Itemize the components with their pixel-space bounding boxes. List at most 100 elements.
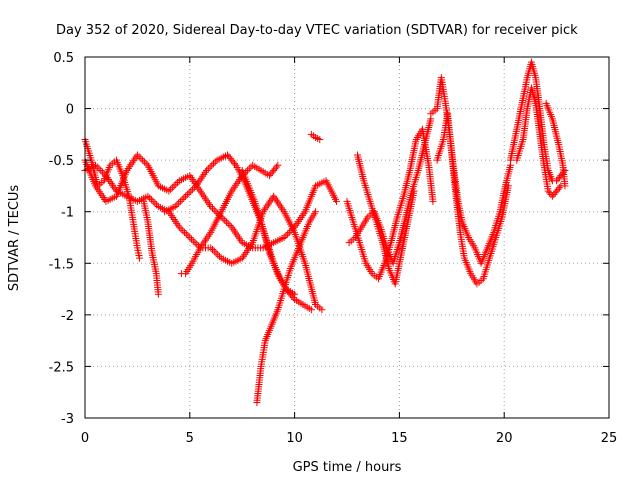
series-track-q <box>542 99 569 190</box>
data-point <box>272 163 280 171</box>
data-point <box>193 240 201 248</box>
data-point <box>212 249 220 257</box>
series-track-l <box>353 151 418 288</box>
data-point <box>153 201 161 209</box>
series-track-f <box>177 161 282 278</box>
data-point <box>175 199 183 207</box>
data-point <box>208 161 216 169</box>
data-point <box>318 306 326 314</box>
data-point <box>210 160 218 168</box>
data-point <box>142 160 150 168</box>
series-track-g <box>238 166 299 298</box>
series-track-d <box>140 197 162 298</box>
data-point <box>171 203 179 211</box>
data-point <box>312 208 320 216</box>
data-point <box>211 158 219 166</box>
data-point <box>97 166 105 174</box>
data-point <box>182 230 190 238</box>
chart-title: Day 352 of 2020, Sidereal Day-to-day VTE… <box>56 23 578 38</box>
data-point <box>168 184 176 192</box>
data-point <box>151 199 159 207</box>
data-point <box>146 194 154 202</box>
y-tick-label: -1 <box>61 206 74 221</box>
data-point <box>221 216 229 224</box>
data-point <box>191 239 199 247</box>
data-point <box>219 215 227 223</box>
y-tick-label: 0.5 <box>53 51 74 66</box>
data-point <box>179 227 187 235</box>
data-point <box>187 187 195 195</box>
data-point <box>209 204 217 212</box>
axis-ticks: 0 5 10 15 20 25 0.5 0 -0.5 -1 -1.5 -2 -2.5 -3 <box>49 51 618 446</box>
x-tick-label: 5 <box>186 431 194 446</box>
data-point <box>209 246 217 254</box>
x-tick-label: 15 <box>391 431 408 446</box>
y-tick-label: 0 <box>66 103 74 118</box>
data-point <box>231 160 239 168</box>
data-point <box>280 234 288 241</box>
data-point <box>175 223 183 231</box>
data-point <box>226 221 234 229</box>
data-point <box>210 206 218 214</box>
data-point <box>207 203 215 211</box>
data-point <box>180 194 188 202</box>
x-tick-label: 20 <box>496 431 513 446</box>
series-track-k <box>345 115 435 267</box>
data-point <box>214 251 222 259</box>
series-track-p <box>513 84 565 200</box>
data-point <box>137 154 145 162</box>
data-point <box>184 232 192 240</box>
y-axis-title: SDTVAR / TECUs <box>7 185 22 292</box>
x-tick-label: 10 <box>286 431 303 446</box>
data-point <box>189 185 197 193</box>
data-point <box>410 187 418 195</box>
x-axis-title: GPS time / hours <box>293 460 402 475</box>
data-point <box>289 294 297 302</box>
data-point <box>307 306 315 314</box>
data-point <box>282 232 290 240</box>
data-point <box>154 290 162 298</box>
data-point <box>222 218 230 226</box>
x-tick-label: 0 <box>81 431 89 446</box>
data-point <box>555 184 563 192</box>
data-point <box>174 178 182 186</box>
data-point <box>178 196 186 204</box>
y-tick-label: -2 <box>61 309 74 324</box>
data-point <box>147 196 155 204</box>
data-point <box>173 201 181 209</box>
data-point <box>206 163 214 171</box>
y-tick-label: -2.5 <box>49 360 74 375</box>
data-point <box>167 185 175 193</box>
data-point <box>274 161 282 169</box>
data-point <box>139 156 147 164</box>
data-point <box>204 165 212 173</box>
data-point <box>135 254 143 262</box>
data-point <box>210 247 218 255</box>
x-tick-label: 25 <box>601 431 618 446</box>
series-track-h <box>253 208 320 407</box>
series-track-m <box>427 74 514 267</box>
data-point <box>207 244 215 252</box>
series-track-i <box>307 130 324 144</box>
data-point <box>170 182 178 190</box>
plot-frame <box>84 56 610 419</box>
data-point <box>181 228 189 236</box>
data-point <box>183 191 191 199</box>
data-point <box>186 234 194 241</box>
y-tick-label: -1.5 <box>49 257 74 272</box>
data-point <box>182 192 190 200</box>
data-point <box>177 225 185 233</box>
data-point <box>185 189 193 197</box>
data-point <box>133 151 141 159</box>
data-point <box>149 197 157 205</box>
series-track-c <box>81 136 143 262</box>
data-point <box>140 158 148 166</box>
data-point <box>245 165 253 173</box>
data-point <box>333 197 341 205</box>
data-point <box>165 187 173 195</box>
data-point <box>215 252 223 260</box>
data-point <box>190 184 198 192</box>
y-tick-label: -3 <box>61 412 74 427</box>
data-point <box>504 182 512 190</box>
